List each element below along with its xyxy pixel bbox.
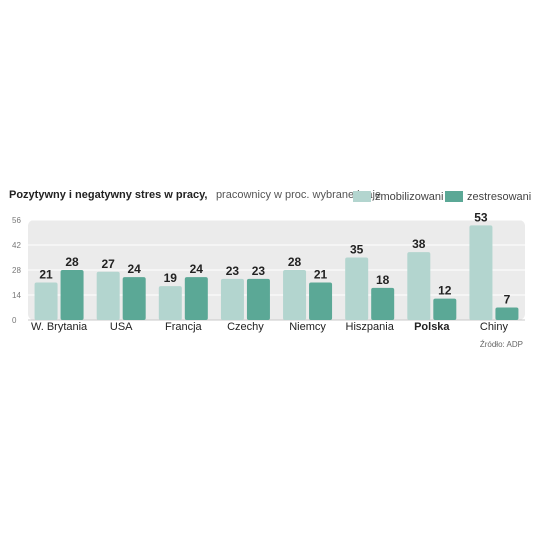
category-label: Czechy — [227, 321, 264, 333]
bar-zestresowani-0 — [61, 270, 84, 320]
value-label-zmobilizowani-3: 23 — [226, 264, 240, 278]
bar-zestresowani-2 — [185, 277, 208, 320]
value-label-zestresowani-4: 21 — [314, 268, 328, 282]
value-label-zmobilizowani-4: 28 — [288, 255, 302, 269]
bar-zmobilizowani-4 — [283, 270, 306, 320]
bar-zestresowani-1 — [123, 277, 146, 320]
y-axis-ticks: 0 14 28 42 56 — [12, 216, 21, 325]
category-label: Chiny — [480, 321, 509, 333]
category-label: USA — [110, 321, 133, 333]
value-label-zmobilizowani-7: 53 — [474, 210, 488, 224]
value-label-zestresowani-3: 23 — [252, 264, 266, 278]
value-label-zestresowani-2: 24 — [190, 262, 204, 276]
category-label: Polska — [414, 321, 450, 333]
value-label-zmobilizowani-0: 21 — [39, 268, 53, 282]
bar-zestresowani-5 — [371, 288, 394, 320]
value-label-zmobilizowani-6: 38 — [412, 237, 426, 251]
y-tick-label: 0 — [12, 316, 17, 325]
value-label-zestresowani-1: 24 — [128, 262, 142, 276]
category-labels: W. Brytania USA Francja Czechy Niemcy Hiszpan… — [31, 321, 509, 333]
category-label: Francja — [165, 321, 203, 333]
chart-title-main: Pozytywny i negatywny stres w pracy, — [9, 189, 207, 201]
legend-label-zmobilizowani: zmobilizowani — [375, 191, 443, 203]
bar-zmobilizowani-0 — [35, 283, 58, 321]
value-label-zestresowani-7: 7 — [504, 293, 511, 307]
value-label-zmobilizowani-5: 35 — [350, 243, 364, 257]
source-note: Źródło: ADP — [480, 340, 523, 349]
bar-zmobilizowani-3 — [221, 279, 244, 320]
bar-zmobilizowani-1 — [97, 272, 120, 320]
legend-swatch-zestresowani — [445, 191, 463, 202]
bar-zestresowani-6 — [433, 299, 456, 320]
value-label-zmobilizowani-1: 27 — [102, 257, 116, 271]
value-label-zestresowani-6: 12 — [438, 284, 452, 298]
legend-label-zestresowani: zestresowani — [467, 191, 531, 203]
bar-zmobilizowani-6 — [407, 252, 430, 320]
bar-zmobilizowani-2 — [159, 286, 182, 320]
category-label: Hiszpania — [346, 321, 395, 333]
bar-zestresowani-7 — [495, 308, 518, 321]
value-label-zestresowani-0: 28 — [65, 255, 79, 269]
y-tick-label: 14 — [12, 291, 21, 300]
bar-zmobilizowani-5 — [345, 258, 368, 321]
legend-swatch-zmobilizowani — [353, 191, 371, 202]
bar-zestresowani-3 — [247, 279, 270, 320]
category-label: Niemcy — [289, 321, 326, 333]
bar-zmobilizowani-7 — [469, 225, 492, 320]
value-label-zestresowani-5: 18 — [376, 273, 390, 287]
y-tick-label: 28 — [12, 266, 21, 275]
value-label-zmobilizowani-2: 19 — [164, 271, 178, 285]
y-tick-label: 42 — [12, 241, 21, 250]
chart-title: Pozytywny i negatywny stres w pracy, pra… — [9, 185, 381, 202]
category-label: W. Brytania — [31, 321, 88, 333]
y-tick-label: 56 — [12, 216, 21, 225]
bar-zestresowani-4 — [309, 283, 332, 321]
legend: zmobilizowani zestresowani — [353, 191, 531, 203]
